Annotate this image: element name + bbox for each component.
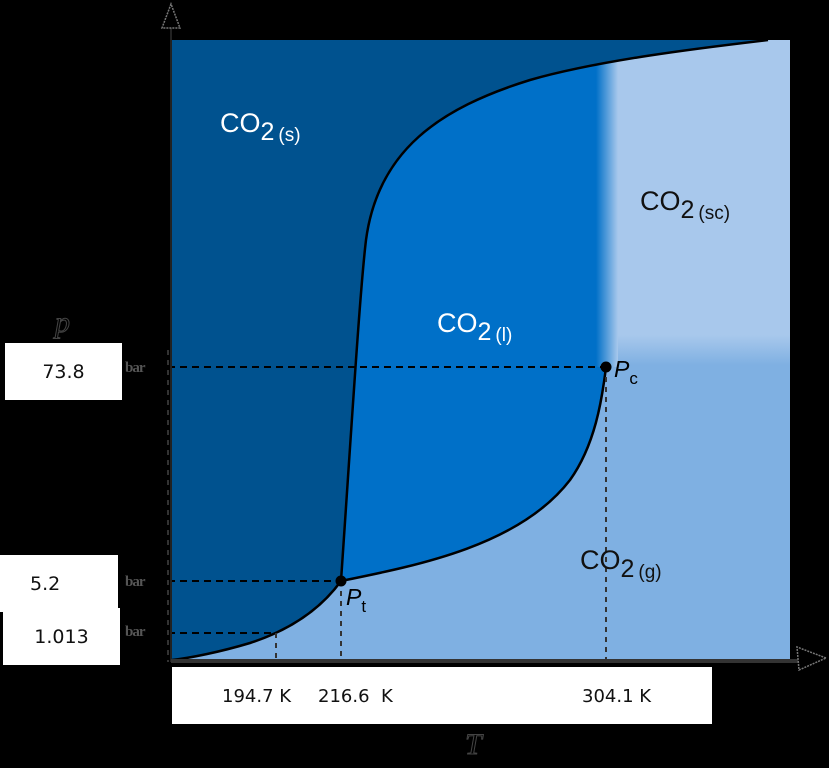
pressure-value-triple: 5.2 xyxy=(0,555,118,612)
pressure-unit-triple: bar xyxy=(125,574,145,590)
pressure-value-atmospheric: 1.013 xyxy=(3,608,120,665)
vaporization-curve xyxy=(340,366,608,583)
temperature-tick-box xyxy=(172,667,712,724)
melting-curve xyxy=(339,38,769,582)
sublimation-curve xyxy=(171,580,343,662)
phase-label-liquid: CO2 (l) xyxy=(437,308,513,346)
phase-label-supercritical: CO2 (sc) xyxy=(640,186,731,224)
x-axis-label: T xyxy=(465,728,483,762)
temperature-tick-triple: 216.6 K xyxy=(318,686,393,707)
supercritical-region xyxy=(606,40,790,340)
y-axis-arrow-icon xyxy=(160,1,182,29)
solid-region xyxy=(172,40,760,660)
liquid-region xyxy=(341,40,760,581)
pressure-value-critical: 73.8 xyxy=(5,343,122,400)
pressure-unit-critical: bar xyxy=(125,360,145,376)
temperature-tick-sublimation: 194.7 K xyxy=(222,686,292,707)
temperature-tick-critical: 304.1 K xyxy=(582,686,652,707)
triple-point-dot xyxy=(335,575,347,587)
triple-point-label: Pt xyxy=(346,584,367,616)
phase-label-solid: CO2 (s) xyxy=(220,108,301,146)
x-axis-arrow-icon xyxy=(796,645,828,672)
y-axis-label: p xyxy=(55,306,71,340)
phase-label-gas: CO2 (g) xyxy=(580,545,662,583)
critical-point-dot xyxy=(600,361,612,373)
pressure-unit-atmospheric: bar xyxy=(125,624,145,640)
critical-point-label: Pc xyxy=(614,356,638,388)
